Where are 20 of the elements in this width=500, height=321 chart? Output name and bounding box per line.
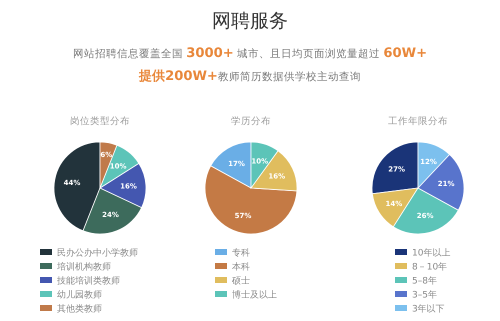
legend-label: 3年以下 bbox=[412, 304, 445, 314]
legend-label: 其他类教师 bbox=[57, 304, 102, 314]
legend-label: 10年以上 bbox=[412, 248, 450, 258]
text: 网聘服务 bbox=[212, 10, 288, 32]
legend-label: 民办公办中小学教师 bbox=[57, 248, 138, 258]
chart-title: 工作年限分布 bbox=[388, 115, 448, 127]
legend-label: 8－10年 bbox=[412, 262, 448, 272]
chart-title: 学历分布 bbox=[231, 115, 271, 127]
legend-label: 博士及以上 bbox=[232, 290, 277, 300]
legend-label: 幼儿园教师 bbox=[57, 290, 102, 300]
legend-label: 专科 bbox=[232, 248, 250, 258]
legend-label: 本科 bbox=[232, 262, 250, 272]
legend-label: 3–5年 bbox=[412, 290, 437, 300]
legend-label: 技能培训类教师 bbox=[56, 276, 120, 286]
legend-label: 5–8年 bbox=[412, 276, 437, 286]
text: 提供200W+教师简历数据供学校主动查询 bbox=[138, 69, 361, 84]
chart-title: 岗位类型分布 bbox=[70, 115, 130, 127]
text: 网站招聘信息覆盖全国 3000+ 城市、且日均页面浏览量超过 60W+ bbox=[72, 46, 428, 61]
legend-label: 培训机构教师 bbox=[56, 262, 111, 272]
legend-label: 硕士 bbox=[231, 276, 250, 286]
